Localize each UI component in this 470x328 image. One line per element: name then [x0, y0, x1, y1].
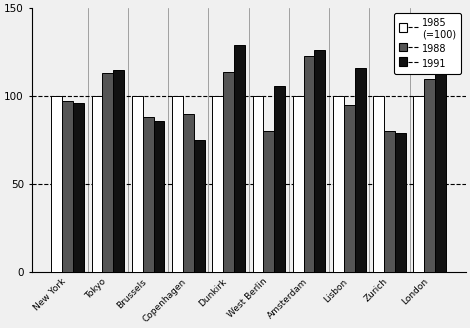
- Bar: [435, 38, 446, 272]
- Bar: [132, 96, 143, 272]
- Bar: [194, 140, 204, 272]
- Bar: [395, 133, 406, 272]
- Bar: [113, 70, 124, 272]
- Bar: [424, 78, 435, 272]
- Bar: [62, 101, 73, 272]
- Bar: [252, 96, 263, 272]
- Bar: [274, 86, 285, 272]
- Bar: [212, 96, 223, 272]
- Bar: [344, 105, 355, 272]
- Bar: [414, 96, 424, 272]
- Bar: [384, 131, 395, 272]
- Bar: [51, 96, 62, 272]
- Legend: 1985
(=100), 1988, 1991: 1985 (=100), 1988, 1991: [394, 13, 461, 74]
- Bar: [355, 68, 366, 272]
- Bar: [143, 117, 154, 272]
- Bar: [172, 96, 183, 272]
- Bar: [73, 103, 84, 272]
- Bar: [102, 73, 113, 272]
- Bar: [293, 96, 304, 272]
- Bar: [263, 131, 274, 272]
- Bar: [304, 56, 314, 272]
- Bar: [373, 96, 384, 272]
- Bar: [333, 96, 344, 272]
- Bar: [92, 96, 102, 272]
- Bar: [183, 114, 194, 272]
- Bar: [154, 121, 164, 272]
- Bar: [314, 51, 325, 272]
- Bar: [223, 72, 234, 272]
- Bar: [234, 45, 245, 272]
